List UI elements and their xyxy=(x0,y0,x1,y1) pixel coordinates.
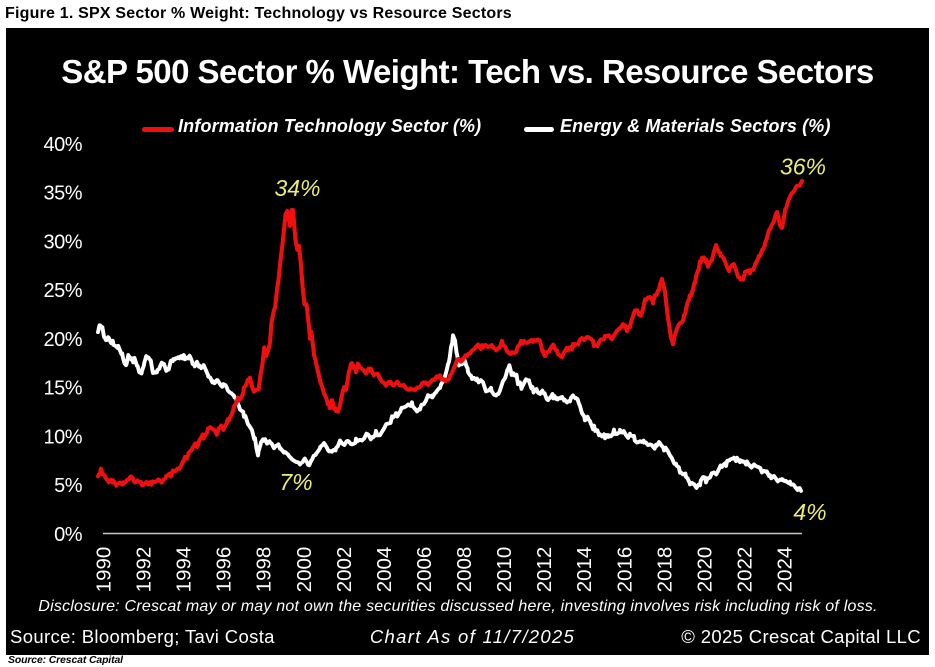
svg-text:7%: 7% xyxy=(279,469,312,495)
svg-text:2008: 2008 xyxy=(453,547,476,593)
svg-text:25%: 25% xyxy=(43,280,82,302)
svg-text:1998: 1998 xyxy=(253,547,276,593)
svg-text:2002: 2002 xyxy=(333,547,356,593)
svg-text:2020: 2020 xyxy=(693,547,716,593)
svg-text:15%: 15% xyxy=(43,378,82,400)
svg-text:40%: 40% xyxy=(43,134,82,156)
svg-text:2014: 2014 xyxy=(573,547,596,593)
svg-text:34%: 34% xyxy=(274,175,320,201)
svg-text:2004: 2004 xyxy=(373,547,396,593)
svg-text:5%: 5% xyxy=(54,475,83,497)
svg-text:2018: 2018 xyxy=(653,547,676,593)
svg-text:2006: 2006 xyxy=(413,547,436,593)
svg-text:0%: 0% xyxy=(54,524,83,546)
svg-text:20%: 20% xyxy=(43,329,82,351)
svg-text:2010: 2010 xyxy=(493,547,516,593)
svg-text:10%: 10% xyxy=(43,426,82,448)
svg-text:1990: 1990 xyxy=(93,547,116,593)
svg-text:2022: 2022 xyxy=(734,547,757,593)
svg-text:2024: 2024 xyxy=(774,547,797,593)
svg-text:4%: 4% xyxy=(793,499,826,525)
svg-text:1994: 1994 xyxy=(173,547,196,593)
svg-text:35%: 35% xyxy=(43,183,82,205)
svg-text:30%: 30% xyxy=(43,231,82,253)
svg-text:1992: 1992 xyxy=(133,547,156,593)
svg-text:2012: 2012 xyxy=(533,547,556,593)
svg-text:1996: 1996 xyxy=(213,547,236,593)
svg-text:36%: 36% xyxy=(780,154,826,180)
svg-text:2016: 2016 xyxy=(613,547,636,593)
svg-text:2000: 2000 xyxy=(293,547,316,593)
